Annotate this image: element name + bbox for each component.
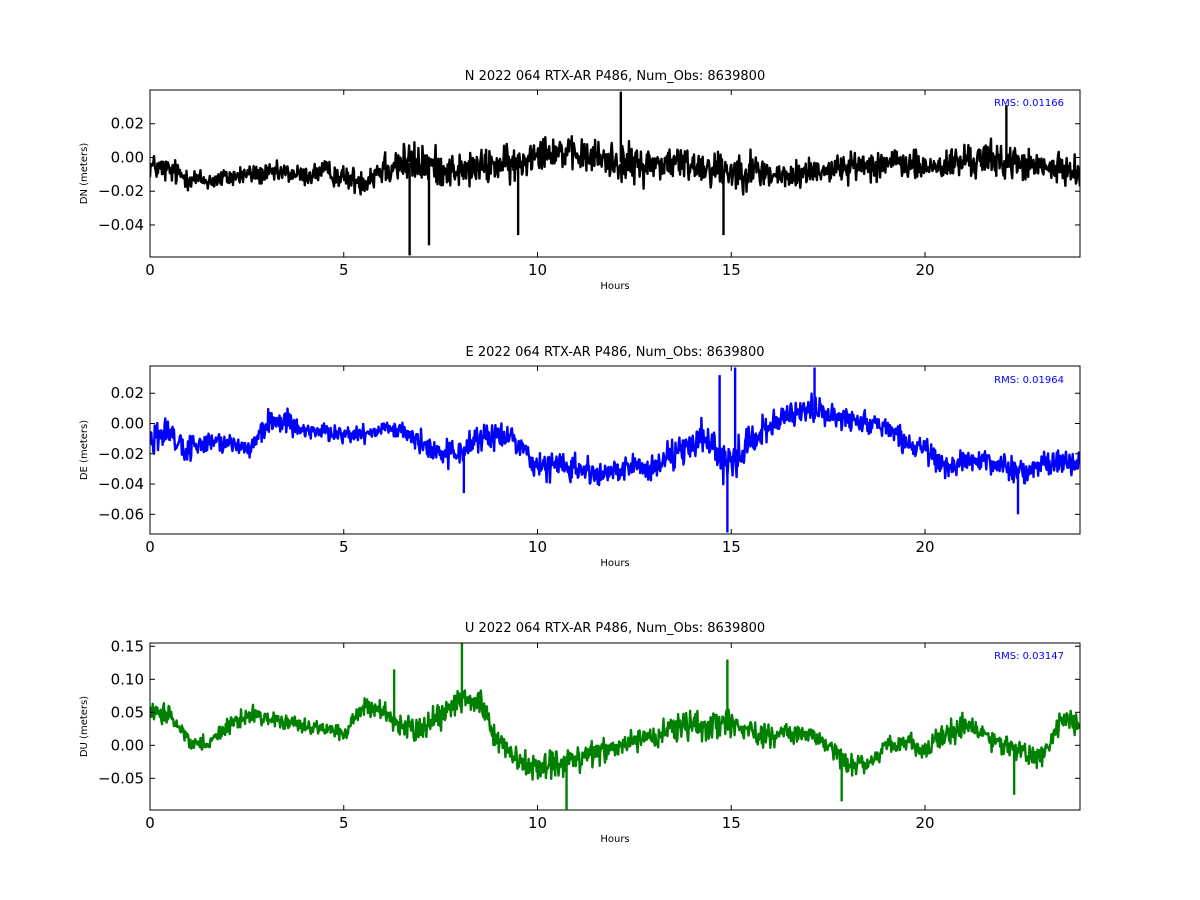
y-tick-label: 0.00 — [111, 148, 144, 166]
series-layer — [150, 367, 1080, 533]
panel-up: U 2022 064 RTX-AR P486, Num_Obs: 8639800… — [79, 621, 1081, 845]
x-tick-label: 20 — [915, 261, 934, 279]
series-line — [150, 392, 1080, 487]
y-tick-label: −0.05 — [98, 769, 144, 787]
series-layer — [150, 91, 1080, 256]
y-tick-label: 0.15 — [111, 637, 144, 655]
chart-title: E 2022 064 RTX-AR P486, Num_Obs: 8639800 — [466, 345, 765, 360]
y-tick-label: 0.05 — [111, 703, 144, 721]
panel-east: E 2022 064 RTX-AR P486, Num_Obs: 8639800… — [79, 345, 1081, 569]
x-tick-label: 5 — [339, 261, 349, 279]
y-tick-label: 0.00 — [111, 736, 144, 754]
x-tick-label: 0 — [145, 538, 155, 556]
rms-annotation: RMS: 0.01964 — [994, 375, 1064, 386]
y-axis-label: DU (meters) — [79, 696, 90, 757]
tick-layer: 0 5 10 15 20 0.02 0.00 −0.02 −0.04 — [98, 90, 1080, 279]
plot-frame — [149, 89, 1081, 258]
x-tick-label: 15 — [722, 814, 741, 832]
y-tick-label: −0.02 — [98, 182, 144, 200]
x-tick-label: 10 — [528, 538, 547, 556]
x-tick-label: 15 — [722, 261, 741, 279]
x-axis-label: Hours — [600, 834, 629, 845]
tick-layer: 0 5 10 15 20 0.02 0.00 −0.02 −0.04 −0.06 — [98, 366, 1080, 556]
rms-annotation: RMS: 0.03147 — [994, 651, 1064, 662]
x-tick-label: 5 — [339, 814, 349, 832]
x-tick-label: 20 — [915, 538, 934, 556]
y-tick-label: 0.02 — [111, 384, 144, 402]
rms-annotation: RMS: 0.01166 — [994, 98, 1064, 109]
series-layer — [150, 643, 1080, 810]
x-tick-label: 0 — [145, 261, 155, 279]
panel-north: N 2022 064 RTX-AR P486, Num_Obs: 8639800… — [79, 69, 1081, 292]
y-axis-label: DE (meters) — [79, 420, 90, 480]
x-tick-label: 15 — [722, 538, 741, 556]
x-axis-label: Hours — [600, 281, 629, 292]
x-axis-label: Hours — [600, 558, 629, 569]
y-tick-label: 0.02 — [111, 115, 144, 133]
y-tick-label: −0.02 — [98, 445, 144, 463]
y-axis-label: DN (meters) — [79, 143, 90, 205]
chart-title: U 2022 064 RTX-AR P486, Num_Obs: 8639800 — [465, 621, 765, 636]
x-tick-label: 5 — [339, 538, 349, 556]
y-tick-label: 0.00 — [111, 415, 144, 433]
y-tick-label: −0.06 — [98, 505, 144, 523]
plot-frame — [149, 642, 1081, 811]
chart-title: N 2022 064 RTX-AR P486, Num_Obs: 8639800 — [465, 69, 765, 84]
x-tick-label: 20 — [915, 814, 934, 832]
y-tick-label: 0.10 — [111, 670, 144, 688]
x-tick-label: 10 — [528, 261, 547, 279]
series-line — [150, 689, 1080, 781]
tick-layer: 0 5 10 15 20 0.15 0.10 0.05 0.00 −0.05 — [98, 637, 1080, 832]
y-tick-label: −0.04 — [98, 475, 144, 493]
plot-frame — [149, 365, 1081, 535]
series-line — [150, 135, 1080, 196]
x-tick-label: 10 — [528, 814, 547, 832]
x-tick-label: 0 — [145, 814, 155, 832]
y-tick-label: −0.04 — [98, 216, 144, 234]
